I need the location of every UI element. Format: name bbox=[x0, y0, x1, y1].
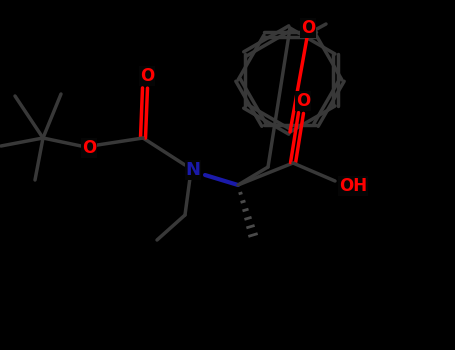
Text: N: N bbox=[186, 161, 201, 179]
Text: O: O bbox=[301, 19, 315, 37]
Text: O: O bbox=[140, 67, 154, 85]
Text: O: O bbox=[82, 139, 96, 157]
Text: O: O bbox=[296, 92, 310, 110]
Text: OH: OH bbox=[339, 177, 367, 195]
